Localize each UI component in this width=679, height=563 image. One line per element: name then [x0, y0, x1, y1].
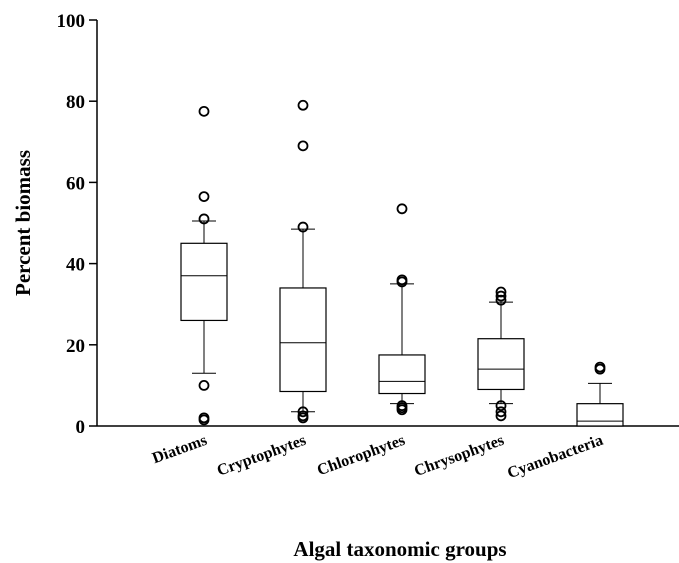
outlier-point: [297, 99, 309, 111]
outlier-point: [495, 290, 507, 302]
y-tick-label: 20: [66, 336, 85, 357]
iqr-box: [576, 403, 624, 427]
outlier-point: [594, 363, 606, 375]
x-axis-title: Algal taxonomic groups: [293, 537, 506, 561]
category-label: Chrysophytes: [412, 432, 506, 480]
category-label: Diatoms: [150, 432, 209, 467]
outlier-point: [495, 294, 507, 306]
outlier-point: [396, 276, 408, 288]
outlier-point: [396, 203, 408, 215]
outlier-point: [297, 140, 309, 152]
y-tick-label: 0: [76, 417, 86, 438]
outlier-point: [198, 414, 210, 426]
outlier-point: [495, 400, 507, 412]
iqr-box: [378, 354, 426, 395]
category-label: Cryptophytes: [215, 432, 309, 480]
y-tick-label: 80: [66, 92, 85, 113]
outlier-point: [297, 221, 309, 233]
outlier-point: [198, 191, 210, 203]
boxes: [180, 99, 624, 427]
y-tick-label: 100: [57, 11, 86, 32]
y-axis-title: Percent biomass: [11, 150, 35, 296]
outlier-point: [297, 406, 309, 418]
y-tick-label: 60: [66, 173, 85, 194]
iqr-box: [279, 287, 327, 393]
category-labels: Diatoms Cryptophytes Chlorophytes Chrysophy…: [150, 432, 605, 482]
y-tick-label: 40: [66, 255, 85, 276]
outlier-point: [198, 105, 210, 117]
box-cryptophytes: [279, 99, 327, 424]
iqr-box: [477, 338, 525, 391]
outlier-point: [495, 406, 507, 418]
outlier-point: [198, 379, 210, 391]
y-ticks: 0 20 40 60 80 100: [57, 11, 97, 438]
box-cyanobacteria: [576, 361, 624, 427]
category-label: Cyanobacteria: [505, 432, 605, 482]
outlier-point: [198, 213, 210, 225]
outlier-point: [297, 412, 309, 424]
category-label: Chlorophytes: [315, 432, 407, 479]
outlier-point: [396, 404, 408, 416]
box-chrysophytes: [477, 286, 525, 422]
box-diatoms: [180, 105, 228, 426]
iqr-box: [180, 242, 228, 322]
outlier-point: [495, 410, 507, 422]
box-chlorophytes: [378, 203, 426, 416]
